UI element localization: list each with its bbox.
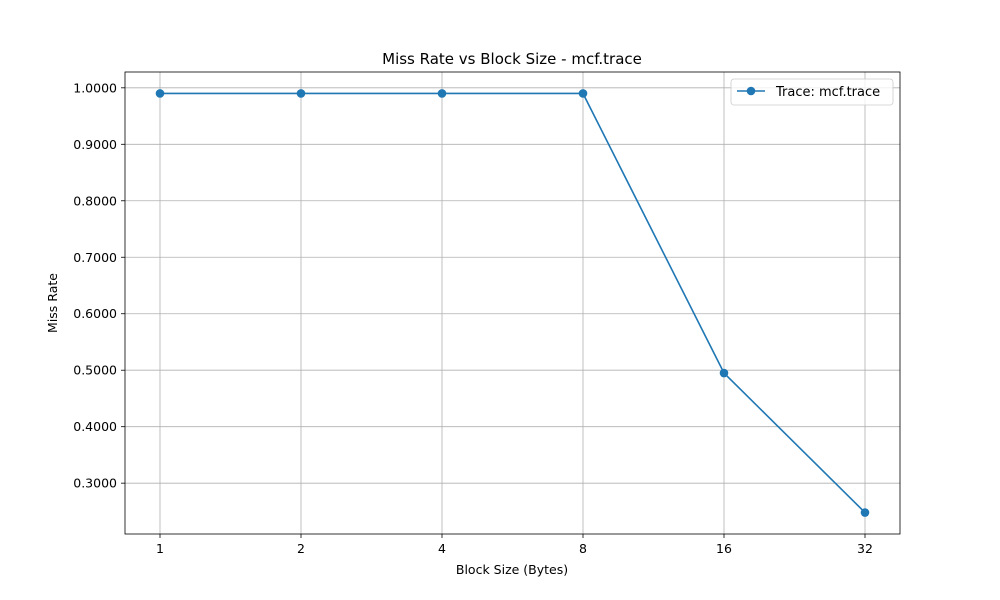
data-point [155, 89, 165, 98]
legend-label: Trace: mcf.trace [775, 85, 880, 100]
x-tick-label: 8 [579, 541, 587, 556]
series-layer [155, 89, 870, 517]
legend-box [730, 78, 894, 106]
x-axis-label: Block Size (Bytes) [456, 562, 568, 577]
x-tick-label: 32 [857, 541, 873, 556]
y-axis-label: Miss Rate [45, 273, 60, 333]
x-tick-label: 4 [438, 541, 446, 556]
y-tick-label: 0.3000 [73, 476, 117, 491]
data-point [437, 89, 447, 98]
legend: Trace: mcf.trace [730, 78, 894, 106]
y-tick-label: 0.4000 [73, 419, 117, 434]
data-point [296, 89, 306, 98]
y-tick-label: 1.0000 [73, 80, 117, 95]
chart-title: Miss Rate vs Block Size - mcf.trace [382, 50, 642, 68]
legend-marker-sample [746, 86, 756, 96]
data-point [860, 508, 870, 517]
grid [125, 72, 900, 534]
x-tick-label: 16 [716, 541, 732, 556]
y-tick-label: 0.7000 [73, 250, 117, 265]
x-tick-label: 1 [156, 541, 164, 556]
y-tick-label: 0.8000 [73, 193, 117, 208]
data-point [719, 368, 729, 378]
y-tick-label: 0.6000 [73, 306, 117, 321]
plot-frame [124, 71, 901, 535]
x-tick-label: 2 [297, 541, 305, 556]
data-point [578, 89, 588, 98]
series-line [160, 92, 866, 514]
axis-ticks: 1 2 4 8 16 32 0.3000 0.4000 0.5000 0.6000 0.7000 0.… [73, 80, 873, 556]
y-tick-label: 0.5000 [73, 363, 117, 378]
y-tick-label: 0.9000 [73, 137, 117, 152]
